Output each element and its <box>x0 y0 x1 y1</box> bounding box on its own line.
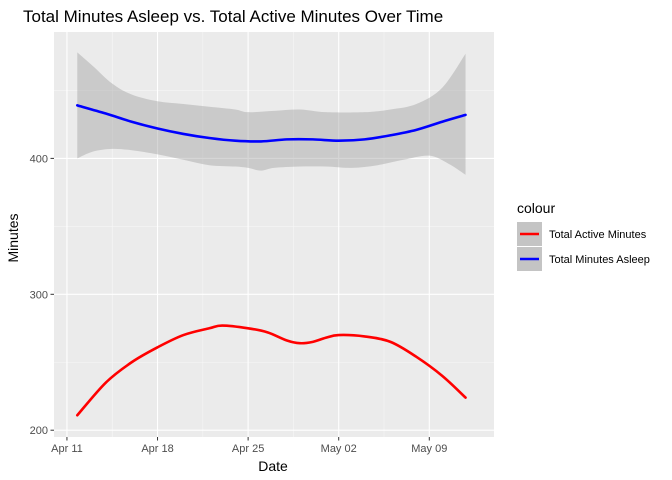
series-lines <box>75 104 467 417</box>
series-line-total-minutes-asleep <box>75 104 467 143</box>
x-axis-title: Date <box>258 458 288 474</box>
y-axis: 200 300 400 <box>30 153 54 437</box>
x-tick-label: Apr 18 <box>141 443 173 455</box>
minor-gridlines <box>54 32 494 437</box>
legend-label-total-active-minutes: Total Active Minutes <box>549 229 647 241</box>
y-tick-label: 400 <box>30 153 48 165</box>
legend-label-total-minutes-asleep: Total Minutes Asleep <box>549 254 650 266</box>
x-tick-label: May 02 <box>321 443 357 455</box>
legend: colour Total Active Minutes Total Minutes… <box>517 200 650 271</box>
confidence-band <box>77 52 466 175</box>
legend-title: colour <box>517 200 555 216</box>
major-gridlines <box>54 32 494 437</box>
y-axis-title: Minutes <box>5 213 21 262</box>
plot-panel <box>54 32 494 437</box>
chart-title: Total Minutes Asleep vs. Total Active Mi… <box>23 7 443 26</box>
x-axis: Apr 11 Apr 18 Apr 25 May 02 May 09 <box>51 437 447 455</box>
confidence-bands <box>77 52 466 175</box>
y-tick-label: 300 <box>30 289 48 301</box>
y-tick-label: 200 <box>30 425 48 437</box>
x-tick-label: Apr 25 <box>232 443 264 455</box>
x-tick-label: Apr 11 <box>51 443 83 455</box>
x-tick-label: May 09 <box>411 443 447 455</box>
series-line-total-active-minutes <box>75 324 467 417</box>
